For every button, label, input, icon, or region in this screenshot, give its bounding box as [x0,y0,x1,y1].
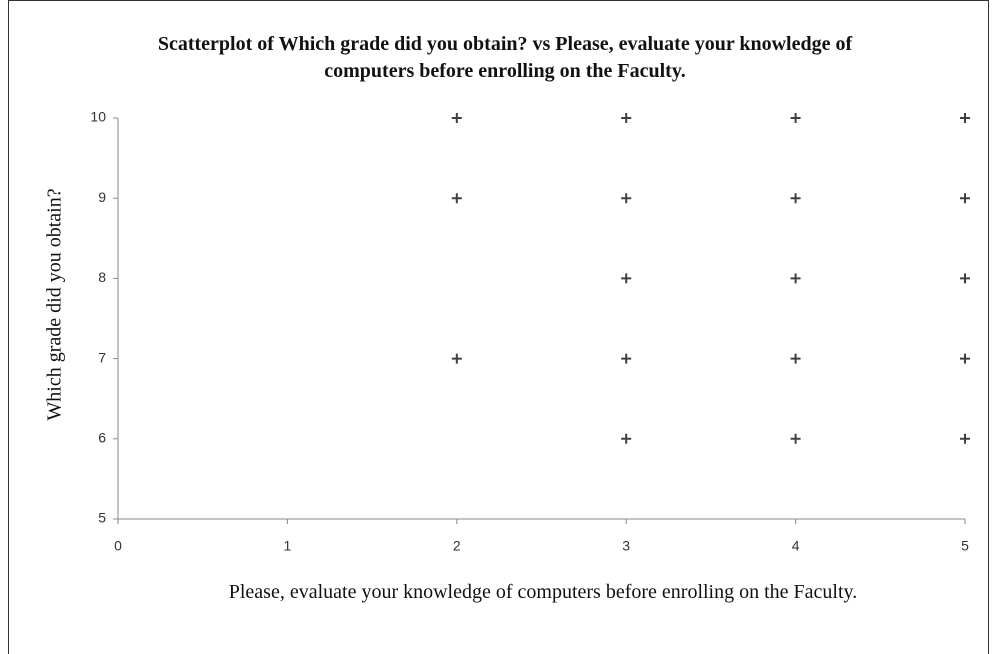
y-tick-label: 10 [90,109,106,125]
x-tick-label: 4 [792,538,800,554]
y-tick-label: 6 [98,430,106,446]
y-tick-label: 7 [98,349,106,365]
point [960,273,970,284]
point [621,193,632,204]
point [621,113,632,123]
point [790,433,801,444]
x-tick-label: 1 [284,538,292,554]
point [451,113,462,123]
frame [8,0,989,654]
y-axis-label: Which grade did you obtain? [43,188,66,421]
point [790,113,801,123]
point [451,353,462,364]
point [960,433,970,444]
y-tick-label: 9 [98,189,106,205]
point [960,353,970,364]
point [621,433,632,444]
point [960,113,970,123]
point [621,273,632,284]
chart-title: Scatterplot of Which grade did you obtai… [157,33,853,82]
y-tick-label: 5 [98,510,106,526]
x-tick-label: 2 [453,538,461,554]
x-tick-label: 0 [114,538,122,554]
x-tick-label: 5 [961,538,969,554]
point [451,193,462,204]
point [790,353,801,364]
x-axis-label: Please, evaluate your knowledge of compu… [228,581,858,603]
x-tick-label: 3 [622,538,630,554]
point [790,273,801,284]
point [960,193,970,204]
point [621,353,632,364]
point [790,193,801,204]
y-tick-label: 8 [98,269,106,285]
